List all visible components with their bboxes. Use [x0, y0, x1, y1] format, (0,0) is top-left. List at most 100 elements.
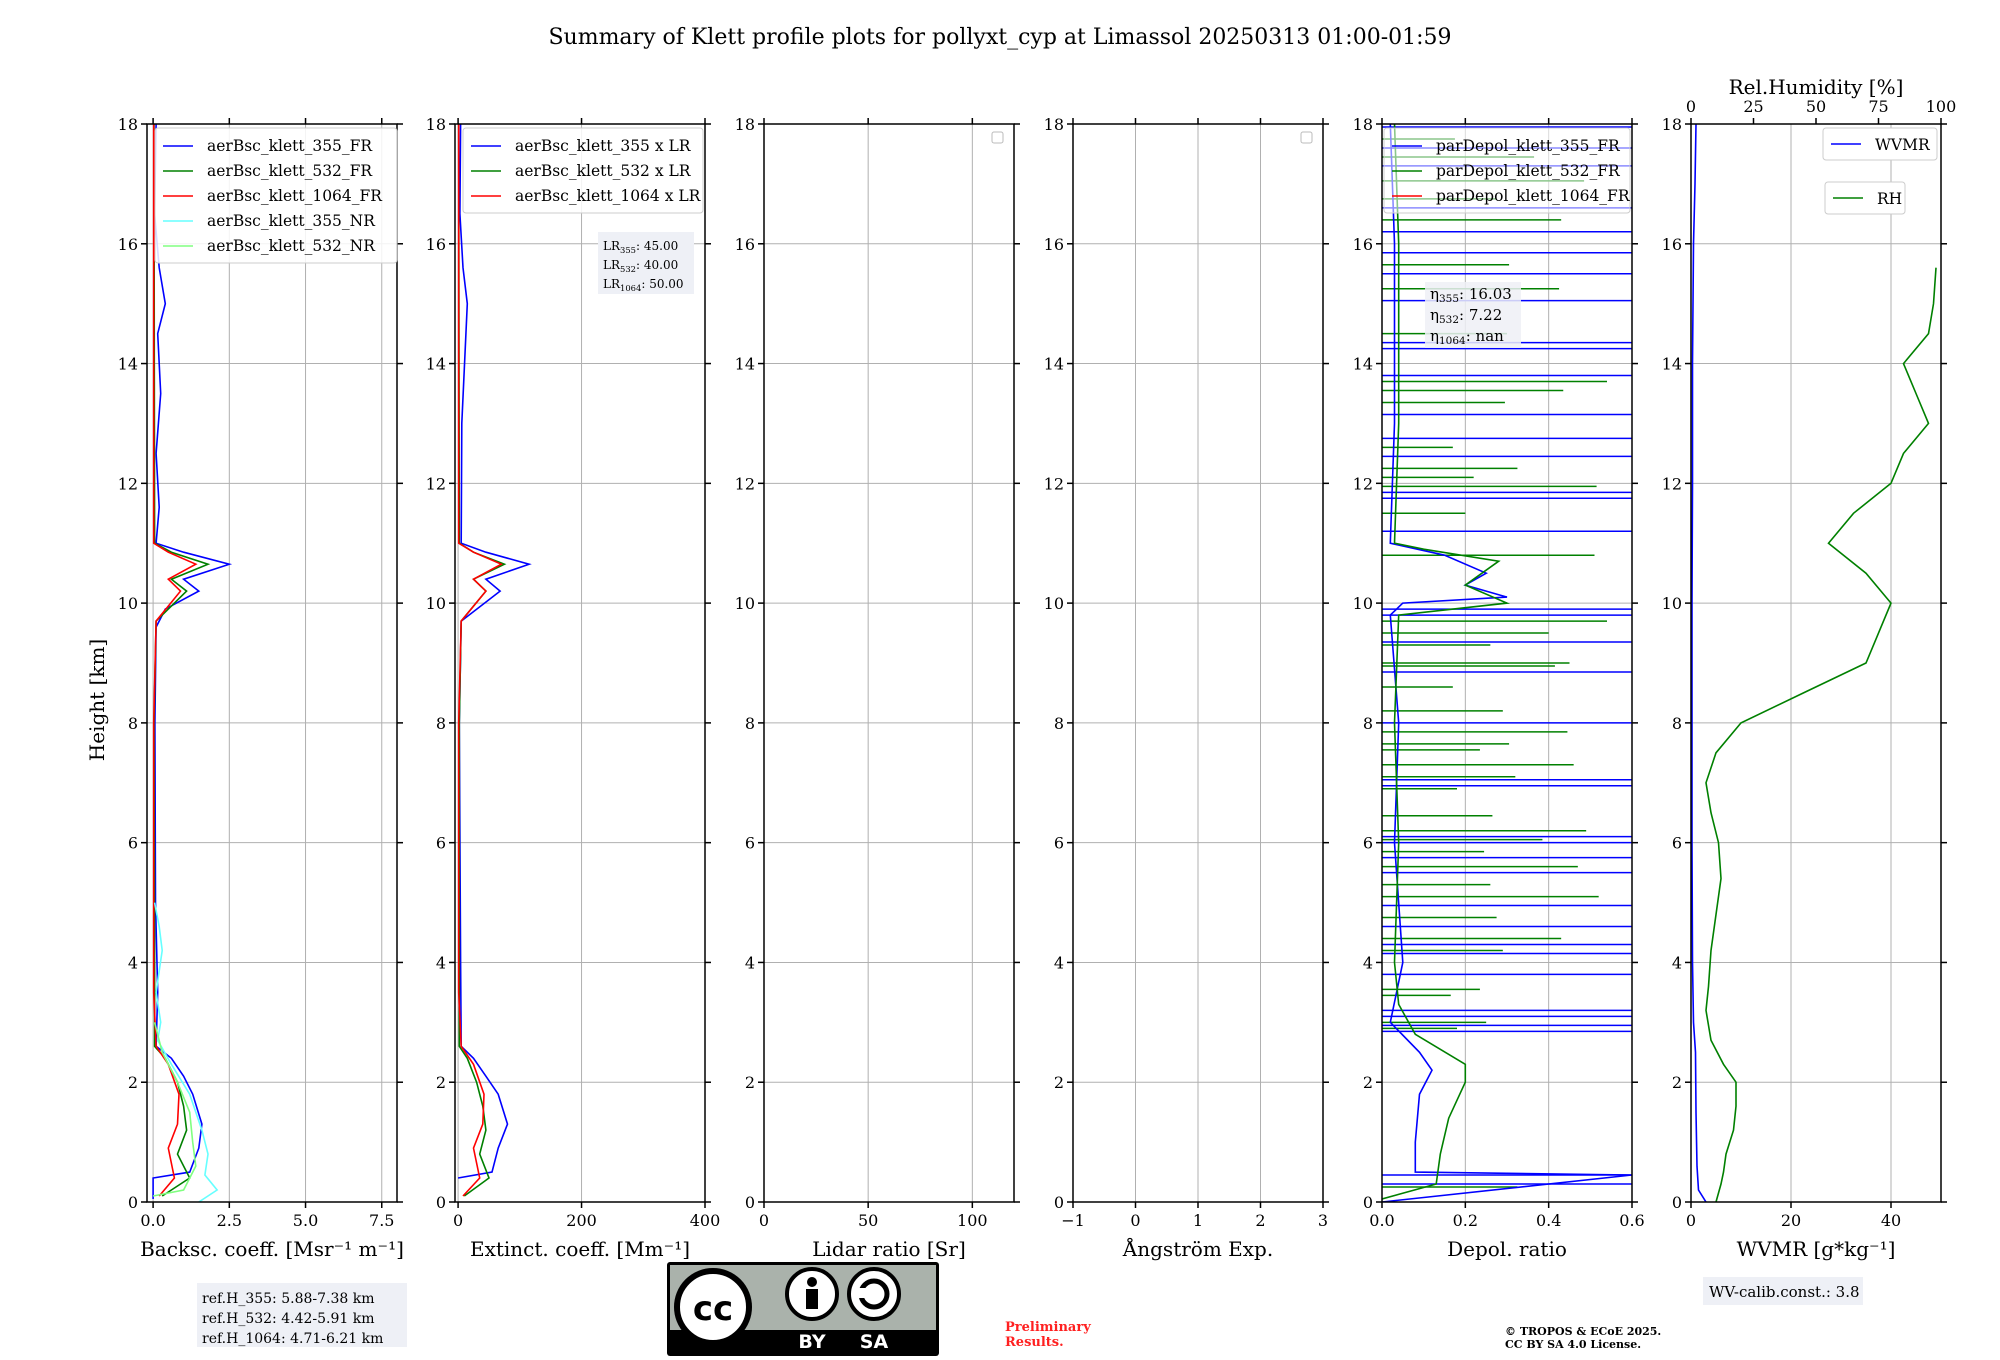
y-tick-label: 18 [1662, 115, 1682, 134]
eta-text: η1064: nan [1430, 327, 1504, 347]
preliminary-line-1: Preliminary [1005, 1320, 1091, 1335]
y-tick-label: 6 [128, 834, 138, 853]
ref-height-text: ref.H_355: 5.88-7.38 km [202, 1291, 375, 1307]
lidar-ratio-box: LR355: 45.00 LR532: 40.00 LR1064: 50.00 [598, 232, 694, 294]
x-tick-label: 0 [1686, 1211, 1696, 1230]
y-tick-label: 10 [118, 594, 138, 613]
y-tick-label: 8 [1363, 714, 1373, 733]
top-x-tick-label: 100 [1926, 97, 1957, 116]
by-label: BY [798, 1331, 825, 1353]
y-tick-label: 0 [1054, 1193, 1064, 1212]
top-x-tick-label: 0 [1686, 97, 1696, 116]
y-tick-label: 14 [1662, 355, 1682, 374]
top-x-tick-label: 25 [1743, 97, 1763, 116]
y-tick-label: 2 [745, 1073, 755, 1092]
y-tick-label: 2 [1054, 1073, 1064, 1092]
legend-label: aerBsc_klett_355_FR [207, 137, 373, 155]
series-aerBsc_klett_1064_FR [152, 124, 198, 1197]
y-tick-label: 4 [745, 953, 755, 972]
series-RH [1705, 267, 1937, 1202]
y-tick-label: 4 [1363, 953, 1373, 972]
y-tick-label: 10 [1044, 594, 1064, 613]
legend-label: aerBsc_klett_532_NR [207, 237, 376, 255]
y-tick-label: 12 [118, 474, 138, 493]
x-tick-label: 0.0 [140, 1211, 165, 1230]
panel-bsc: 0 2 4 6 8 10 12 14 16 18 0.0 2.5 5.0 7.5 Backsc. coeff… [118, 115, 407, 1347]
y-tick-label: 4 [128, 953, 138, 972]
legend-label: aerBsc_klett_532_FR [207, 162, 373, 180]
preliminary-line-2: Results. [1005, 1335, 1064, 1350]
eta-text: η532: 7.22 [1430, 306, 1502, 326]
legend-box-rh [1824, 181, 1906, 215]
info-bg [197, 1283, 407, 1347]
y-tick-label: 8 [1054, 714, 1064, 733]
ref-height-text: ref.H_1064: 4.71-6.21 km [202, 1331, 383, 1347]
cc-text: cc [693, 1289, 733, 1329]
y-tick-label: 4 [1054, 953, 1064, 972]
x-tick-label: 0 [759, 1211, 769, 1230]
x-tick-label: 0.0 [1369, 1211, 1394, 1230]
x-tick-label: 1 [1193, 1211, 1203, 1230]
y-tick-label: 12 [735, 474, 755, 493]
y-tick-label: 12 [426, 474, 446, 493]
x-tick-label: 0.2 [1453, 1211, 1478, 1230]
axes-frame [146, 123, 398, 1203]
legend-label: parDepol_klett_1064_FR [1436, 187, 1631, 205]
legend-label: aerBsc_klett_355 x LR [515, 137, 692, 155]
y-tick-label: 14 [1353, 355, 1373, 374]
legend-label: RH [1877, 190, 1902, 208]
y-tick-label: 12 [1044, 474, 1064, 493]
series-group [1691, 124, 1937, 1202]
y-tick-label: 12 [1353, 474, 1373, 493]
y-tick-label: 0 [745, 1193, 755, 1212]
y-tick-label: 18 [426, 115, 446, 134]
axes-frame [1381, 123, 1633, 1203]
legend-box [462, 127, 704, 214]
y-tick-label: 16 [1044, 235, 1064, 254]
empty-legend-box [1300, 131, 1313, 144]
y-tick-label: 18 [735, 115, 755, 134]
x-tick-label: −1 [1061, 1211, 1085, 1230]
legend-depol: parDepol_klett_355_FR parDepol_klett_532_… [1383, 127, 1631, 214]
y-tick-label: 2 [1363, 1073, 1373, 1092]
x-axis-label: WVMR [g*kg⁻¹] [1737, 1237, 1896, 1261]
y-tick-label: 0 [1672, 1193, 1682, 1212]
top-x-tick-label: 75 [1868, 97, 1888, 116]
legend-label: aerBsc_klett_1064_FR [207, 187, 383, 205]
x-tick-label: 20 [1781, 1211, 1801, 1230]
y-tick-label: 14 [118, 355, 138, 374]
ref-height-text: ref.H_532: 4.42-5.91 km [202, 1311, 375, 1327]
y-tick-label: 10 [1662, 594, 1682, 613]
y-axis-label: Height [km] [85, 639, 109, 761]
x-axis-label: Ångström Exp. [1122, 1236, 1273, 1261]
x-tick-label: 40 [1881, 1211, 1901, 1230]
y-tick-label: 14 [735, 355, 755, 374]
y-tick-label: 18 [1044, 115, 1064, 134]
y-tick-label: 18 [1353, 115, 1373, 134]
y-tick-label: 4 [436, 953, 446, 972]
legend-bsc: aerBsc_klett_355_FR aerBsc_klett_532_FRae… [154, 127, 398, 264]
x-tick-label: 0.6 [1619, 1211, 1644, 1230]
y-tick-label: 10 [426, 594, 446, 613]
series-WVMR [1691, 124, 1707, 1202]
x-tick-label: 7.5 [369, 1211, 394, 1230]
x-tick-label: 50 [858, 1211, 878, 1230]
legend-label: aerBsc_klett_1064 x LR [515, 187, 702, 205]
panel-depol: 0 2 4 6 8 10 12 14 16 18 0.0 0.2 0.4 0.6 Depol. ratio p… [1353, 115, 1645, 1261]
empty-legend-box [991, 131, 1004, 144]
cc-by-sa-badge[interactable]: cc BY SA [667, 1262, 939, 1356]
series-parDepol_klett_355_FR [1382, 124, 1632, 1202]
legend-label: aerBsc_klett_355_NR [207, 212, 376, 230]
series-aerBsc_klett_532_NR [152, 1022, 197, 1197]
y-tick-label: 10 [735, 594, 755, 613]
x-axis-label: Extinct. coeff. [Mm⁻¹] [470, 1237, 690, 1261]
y-tick-label: 10 [1353, 594, 1373, 613]
y-tick-label: 2 [436, 1073, 446, 1092]
y-tick-label: 16 [118, 235, 138, 254]
y-tick-label: 6 [436, 834, 446, 853]
legend-label: parDepol_klett_532_FR [1436, 162, 1621, 180]
